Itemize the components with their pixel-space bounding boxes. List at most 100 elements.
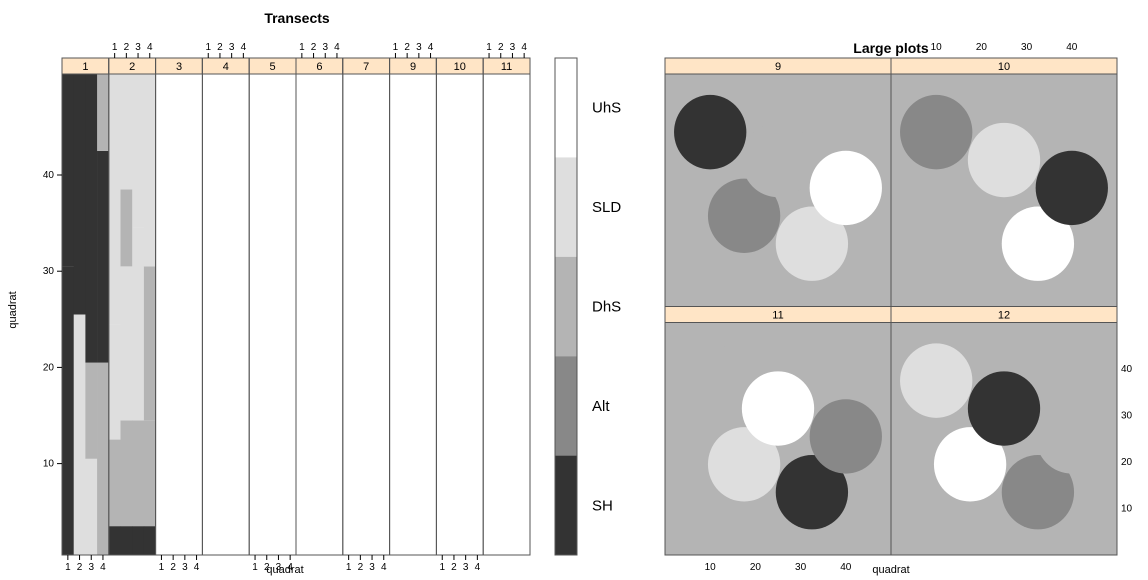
column-tick-label: 4 [100, 562, 106, 573]
column-tick-label: 4 [381, 562, 387, 573]
transects-xlabel: quadrat [266, 564, 303, 576]
plot-12-patch [967, 371, 1041, 446]
transect-1-col1-cell [62, 266, 74, 555]
plot-11-patch [809, 399, 882, 474]
column-tick-label: 4 [194, 562, 200, 573]
x-tick-label: 20 [750, 562, 762, 573]
transect-1-col2-cell [73, 74, 86, 315]
strip-label-10: 10 [998, 61, 1010, 73]
plot-10-patch [1035, 150, 1108, 226]
column-tick-label: 1 [346, 562, 352, 573]
column-tick-label: 1 [112, 42, 118, 53]
plot-12-patch [1035, 399, 1108, 474]
column-tick-label: 2 [170, 562, 176, 573]
column-tick-label: 1 [65, 562, 71, 573]
transect-2-col3-cell [132, 74, 145, 228]
panel-frame-6 [295, 57, 344, 556]
transect-2-col4-cell [143, 74, 156, 267]
transect-2-col4-cell [143, 526, 156, 555]
key-swatch-SLD [555, 157, 577, 257]
transect-2-col1-cell [108, 324, 121, 440]
key-frame [554, 57, 578, 556]
transect-2-col2-cell [120, 266, 133, 421]
panel-frame-4 [201, 57, 250, 556]
plot-11-patch [741, 371, 815, 446]
x-tick-label: 30 [1021, 42, 1033, 53]
x-tick-label: 20 [976, 42, 988, 53]
column-tick-label: 3 [88, 562, 94, 573]
plot-11-patch [674, 343, 747, 418]
y-tick-label: 20 [43, 362, 55, 373]
transect-2-col1-cell [108, 526, 121, 555]
column-tick-label: 4 [147, 42, 153, 53]
transect-2-col3-cell [132, 420, 145, 527]
strip-label-9: 9 [410, 61, 416, 73]
transect-2-col2-cell [120, 189, 133, 267]
column-tick-label: 2 [311, 42, 317, 53]
panel-frame-3 [155, 57, 203, 556]
transect-2-col1-cell [108, 439, 121, 527]
transect-1-col3-cell [85, 74, 98, 363]
strip-label-11: 11 [501, 61, 512, 73]
column-tick-label: 3 [463, 562, 469, 573]
x-tick-label: 30 [795, 562, 807, 573]
y-tick-label: 10 [43, 459, 55, 470]
key-label-SH: SH [592, 497, 613, 514]
transect-1-col2-cell [73, 516, 86, 555]
plot-12-patch [1001, 455, 1075, 530]
x-tick-label: 10 [705, 562, 717, 573]
y-tick-label: 40 [1121, 364, 1133, 375]
strip-label-9: 9 [775, 61, 781, 73]
large-plots-title: Large plots [853, 40, 929, 56]
column-tick-label: 3 [276, 562, 282, 573]
key-label-SLD: SLD [592, 199, 621, 216]
transect-2-col4-cell [143, 266, 156, 421]
key-swatch-Alt [555, 356, 577, 456]
column-tick-label: 4 [287, 562, 293, 573]
column-tick-label: 3 [369, 562, 375, 573]
column-tick-label: 3 [322, 42, 328, 53]
panel-frame-7 [342, 57, 391, 556]
plot-9-patch [674, 94, 747, 170]
column-tick-label: 4 [334, 42, 340, 53]
column-tick-label: 1 [205, 42, 211, 53]
panel-frame-10 [435, 57, 484, 556]
plot-9-patch [741, 122, 815, 198]
column-tick-label: 2 [498, 42, 504, 53]
large-plots-xlabel: quadrat [872, 564, 909, 576]
strip-label-1: 1 [82, 61, 88, 73]
plot-10-patch [933, 178, 1007, 254]
transect-1-col4-cell [97, 362, 110, 555]
transects-chart: 11 2 3 421 2 3 431 2 3 441 2 3 451 2 3 461 2 3 471 2 3 491 2 3 4… [43, 42, 531, 573]
column-tick-label: 4 [475, 562, 481, 573]
strip-label-10: 10 [454, 61, 466, 73]
column-tick-label: 2 [358, 562, 364, 573]
column-tick-label: 1 [299, 42, 305, 53]
column-tick-label: 4 [241, 42, 247, 53]
transects-title: Transects [264, 10, 330, 26]
column-tick-label: 2 [124, 42, 130, 53]
panel-frame-5 [248, 57, 297, 556]
key-swatch-DhS [555, 256, 577, 357]
plot-10-patch [1001, 206, 1075, 281]
column-tick-label: 3 [416, 42, 422, 53]
transect-1-col1-cell [62, 74, 74, 267]
transect-2-col2-cell [120, 74, 133, 190]
large-plots-chart: 9 10 11 12 10 10 20 20 30 30 40 40 10 20 30 40 [664, 42, 1133, 573]
column-tick-label: 1 [159, 562, 165, 573]
column-tick-label: 4 [521, 42, 527, 53]
plot-12-patch [933, 427, 1007, 502]
column-tick-label: 3 [229, 42, 235, 53]
y-tick-label: 40 [43, 170, 55, 181]
panel-frame-11 [482, 57, 531, 556]
key-swatch-UhS [555, 58, 577, 158]
plot-9-patch [775, 206, 849, 281]
transect-2-col1-cell [108, 74, 121, 325]
color-key: UhS SLD DhS Alt SH [554, 57, 621, 556]
column-tick-label: 2 [217, 42, 223, 53]
y-tick-label: 10 [1121, 504, 1133, 515]
strip-label-4: 4 [223, 61, 229, 73]
x-tick-label: 40 [840, 562, 852, 573]
column-tick-label: 2 [404, 42, 410, 53]
